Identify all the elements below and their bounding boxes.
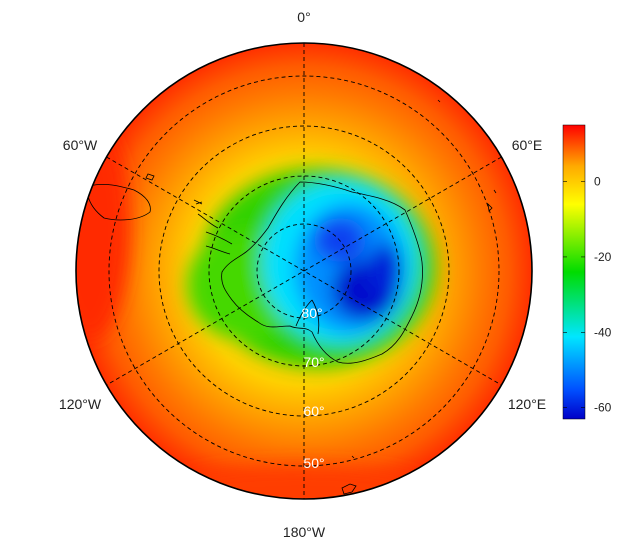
longitude-label-upper-right: 60°E <box>512 137 543 153</box>
latitude-label-70: 70° <box>303 354 324 370</box>
longitude-label-lower-right: 120°E <box>508 396 546 412</box>
south-georgia <box>193 199 203 205</box>
colorbar-tick-label: -40 <box>594 325 612 339</box>
field-deep-blue-zone-east <box>367 244 403 296</box>
longitude-label-bottom: 180°W <box>283 524 326 540</box>
warm-edge-left <box>76 120 130 340</box>
latitude-label-60: 60° <box>303 403 324 419</box>
latitude-circle-50 <box>108 75 500 467</box>
colorbar-tick-label: -60 <box>594 401 612 415</box>
colorbar-ticks: 0 -20 -40 -60 <box>563 175 612 415</box>
longitude-label-top: 0° <box>297 9 310 25</box>
longitude-label-upper-left: 60°W <box>63 137 98 153</box>
map-outline <box>75 42 533 500</box>
antarctica-coastline <box>221 181 423 364</box>
latitude-label-80: 80° <box>301 305 322 321</box>
graticule <box>106 43 502 499</box>
macquarie-island <box>351 455 355 459</box>
warm-edge-bottom <box>160 465 440 499</box>
coastlines <box>87 99 497 495</box>
antarctic-peninsula-coast <box>197 213 233 255</box>
colorbar: 0 -20 -40 -60 <box>562 124 612 420</box>
temperature-field <box>76 43 532 499</box>
longitude-label-lower-left: 120°W <box>59 396 102 412</box>
meridian-60e-120w <box>106 156 502 386</box>
latitude-label-50: 50° <box>303 455 324 471</box>
new-zealand-coast <box>341 483 357 495</box>
meridian-60w-120e <box>106 156 502 386</box>
colorbar-tick-label: -20 <box>594 250 612 264</box>
colorbar-gradient <box>562 124 586 420</box>
colorbar-tick-label: 0 <box>594 175 601 189</box>
falkland-islands <box>145 173 155 181</box>
kerguelen-islands <box>487 189 497 212</box>
south-america-coast <box>87 183 151 221</box>
field-deep-blue-zone-north <box>314 218 366 262</box>
sub-antarctic-speck-ne <box>437 99 441 103</box>
